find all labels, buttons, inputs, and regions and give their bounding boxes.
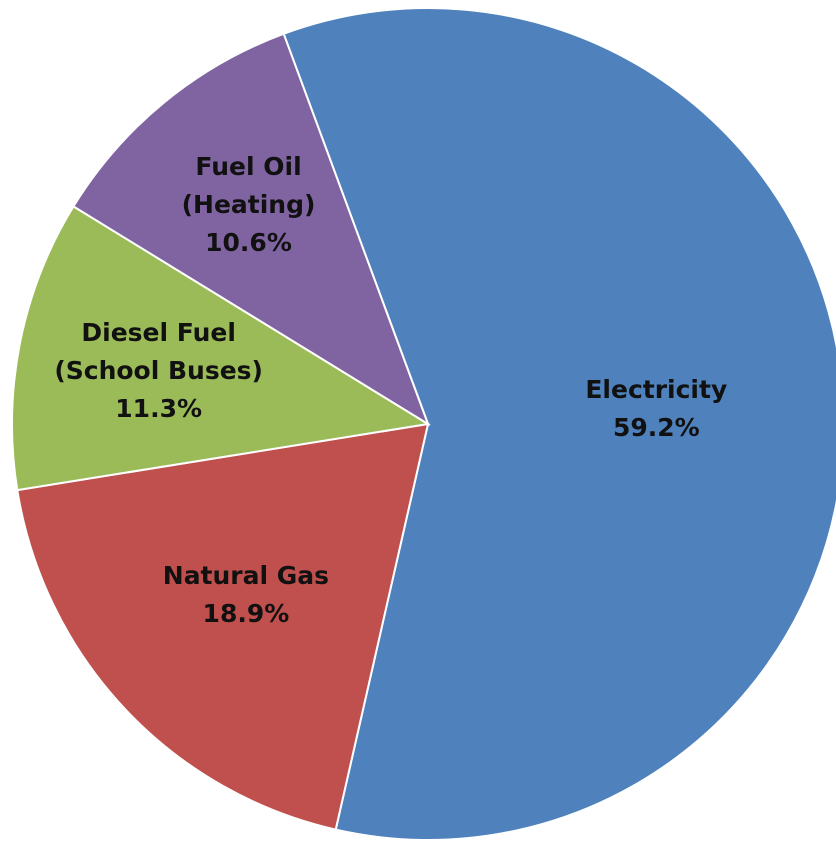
category-label: Natural Gas	[162, 560, 330, 590]
value-label: 59.2%	[612, 413, 700, 443]
slice-label: Fuel Oil (Heating) 10.6%	[164, 148, 334, 262]
category-label: Electricity	[585, 375, 728, 405]
pie-slice	[72, 32, 430, 427]
value-label: 10.6%	[205, 228, 292, 258]
slice-label: Electricity 59.2%	[556, 371, 756, 447]
value-label: 11.3%	[115, 393, 203, 423]
pie-slice	[16, 422, 430, 831]
slice-label: Diesel Fuel (School Buses) 11.3%	[44, 314, 274, 428]
pie-slice	[282, 7, 836, 841]
slice-label: Natural Gas 18.9%	[136, 557, 356, 633]
pie-slice	[11, 205, 431, 492]
value-label: 18.9%	[202, 598, 290, 628]
category-label: Fuel Oil (Heating)	[181, 152, 316, 220]
category-label: Diesel Fuel (School Buses)	[54, 317, 263, 385]
